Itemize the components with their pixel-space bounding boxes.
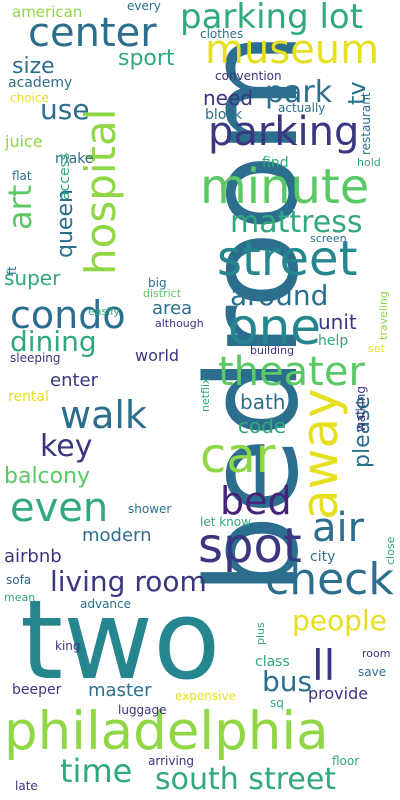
- word-sport: sport: [118, 46, 175, 71]
- word-expensive: expensive: [175, 689, 236, 703]
- word-find: find: [262, 155, 289, 171]
- word-advance: advance: [80, 597, 132, 611]
- word-center: center: [28, 10, 157, 56]
- word-use: use: [40, 93, 90, 126]
- word-hospital: hospital: [76, 108, 125, 275]
- word-actually: actually: [278, 101, 326, 115]
- word-theater: theater: [218, 349, 365, 395]
- word-minute: minute: [200, 159, 370, 215]
- word-plus: plus: [254, 622, 267, 645]
- word-make: make: [55, 151, 94, 167]
- word-sq: sq: [270, 696, 284, 710]
- word-world: world: [135, 346, 180, 365]
- word-beeper: beeper: [12, 682, 62, 698]
- word-late: late: [15, 779, 38, 793]
- word-block: block: [205, 107, 243, 123]
- word-netflix: netflix: [199, 377, 212, 412]
- word-away: away: [291, 388, 349, 520]
- word-close: close: [384, 536, 397, 565]
- word-american: american: [12, 3, 83, 21]
- word-provide: provide: [308, 684, 369, 703]
- word-park: park: [265, 75, 333, 110]
- word-art: art: [1, 184, 39, 230]
- word-screen: screen: [310, 232, 347, 245]
- word-unit: unit: [318, 310, 357, 334]
- word-super: super: [4, 266, 61, 290]
- word-parking-lot: parking lot: [180, 0, 364, 37]
- word-time: time: [60, 752, 133, 790]
- word-key: key: [40, 429, 93, 464]
- word-class: class: [255, 654, 290, 670]
- word-balcony: balcony: [4, 464, 91, 489]
- word-modern: modern: [82, 525, 152, 546]
- word-mean: mean: [4, 591, 36, 604]
- word-size: size: [12, 54, 55, 79]
- word-big: big: [148, 276, 167, 290]
- word-code: code: [238, 414, 287, 438]
- word-floor: floor: [332, 754, 360, 768]
- word-room: room: [362, 647, 391, 660]
- word-building: building: [250, 344, 295, 357]
- word-clothes: clothes: [200, 27, 244, 41]
- word-bed: bed: [220, 479, 292, 523]
- word-living-room: living room: [50, 565, 207, 598]
- word-although: although: [155, 317, 204, 330]
- word-parking: parking: [208, 109, 360, 155]
- word-set: set: [368, 342, 385, 355]
- word-south-street: south street: [155, 762, 337, 797]
- word-car: car: [200, 428, 276, 484]
- word-convention: convention: [215, 69, 282, 83]
- word-save: save: [358, 665, 387, 679]
- word-rental: rental: [8, 389, 49, 405]
- word-city: city: [310, 549, 336, 565]
- word-king: king: [55, 639, 81, 653]
- word-let-know: let know: [200, 515, 251, 529]
- word-access: access: [57, 152, 73, 200]
- word-juice: juice: [5, 132, 43, 151]
- word-air: air: [312, 505, 365, 551]
- word-airbnb: airbnb: [4, 546, 62, 567]
- word-around: around: [230, 279, 329, 312]
- word-street: street: [217, 231, 358, 287]
- word-walking: walking: [354, 385, 368, 432]
- word-need: need: [203, 86, 253, 110]
- word-condo: condo: [10, 293, 126, 337]
- word-flat: flat: [12, 169, 32, 183]
- word-arriving: arriving: [148, 754, 195, 768]
- word-district: district: [143, 287, 182, 300]
- word-help: help: [318, 333, 349, 349]
- word-bus: bus: [262, 665, 313, 698]
- word-traveling: traveling: [377, 291, 390, 340]
- word-academy: academy: [8, 75, 73, 91]
- word-mattress: mattress: [230, 205, 363, 240]
- word-bath: bath: [240, 390, 286, 414]
- word-dining: dining: [10, 325, 97, 358]
- word-hold: hold: [357, 156, 381, 169]
- word-every: every: [127, 0, 161, 13]
- word-museum: museum: [205, 27, 380, 73]
- word-even: even: [10, 485, 109, 531]
- word-enter: enter: [50, 370, 99, 391]
- word-ft: ft: [5, 266, 19, 275]
- word-ll: ll: [312, 641, 336, 690]
- word-luggage: luggage: [118, 703, 167, 717]
- word-choice: choice: [10, 91, 49, 105]
- word-walk: walk: [60, 393, 147, 437]
- word-sofa: sofa: [6, 573, 32, 587]
- word-easily: easily: [88, 305, 120, 318]
- word-one: one: [228, 298, 322, 356]
- word-people: people: [292, 604, 387, 637]
- word-master: master: [88, 680, 152, 701]
- word-restaurant: restaurant: [359, 92, 373, 155]
- word-area: area: [152, 298, 193, 319]
- word-check: check: [265, 554, 394, 605]
- word-philadelphia: philadelphia: [4, 701, 329, 762]
- word-spot: spot: [198, 518, 302, 574]
- word-sleeping: sleeping: [10, 351, 61, 365]
- word-shower: shower: [128, 502, 172, 516]
- word-two: two: [20, 576, 221, 704]
